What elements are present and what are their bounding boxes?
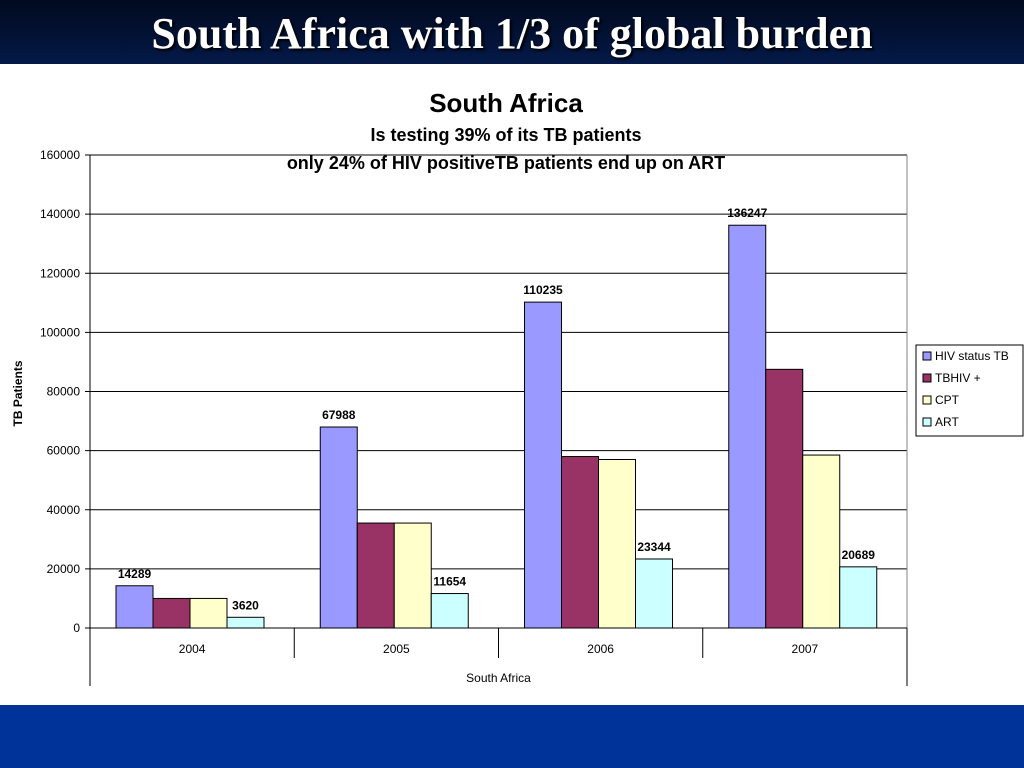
y-tick-label: 40000 — [47, 503, 81, 517]
y-tick-label: 160000 — [40, 148, 80, 162]
x-axis-title: South Africa — [466, 671, 531, 685]
bar — [319, 426, 358, 629]
chart-subtitle: only 24% of HIV positiveTB patients end … — [287, 153, 725, 173]
y-tick-label: 80000 — [47, 385, 81, 399]
data-label: 20689 — [842, 548, 876, 562]
y-tick-label: 20000 — [47, 562, 81, 576]
legend-box — [915, 344, 1024, 437]
legend-swatch — [922, 351, 932, 361]
data-label: 3620 — [232, 598, 259, 612]
y-tick-label: 100000 — [40, 325, 80, 339]
y-tick-label: 120000 — [40, 266, 80, 280]
slide-footer — [0, 705, 1024, 768]
chart-title: South Africa — [429, 88, 583, 118]
data-label: 136247 — [727, 206, 767, 220]
data-label: 14289 — [118, 567, 152, 581]
bar — [226, 616, 265, 629]
bar — [430, 593, 469, 629]
legend-label: TBHIV + — [935, 371, 981, 385]
legend-swatch — [922, 373, 932, 383]
bar — [561, 456, 599, 629]
bar — [189, 597, 228, 629]
legend-label: ART — [935, 415, 959, 429]
data-label: 110235 — [523, 283, 563, 297]
slide-header — [0, 0, 1024, 64]
x-tick-label: 2006 — [587, 642, 614, 656]
y-axis-title: TB Patients — [11, 360, 25, 426]
bar — [728, 224, 767, 629]
y-tick-label: 0 — [73, 621, 80, 635]
bar — [635, 558, 673, 629]
y-tick-label: 60000 — [47, 444, 81, 458]
bar — [393, 522, 432, 629]
legend-label: CPT — [935, 393, 960, 407]
slide-title: South Africa with 1/3 of global burden — [151, 9, 873, 58]
bar — [598, 458, 636, 629]
data-label: 67988 — [322, 408, 356, 422]
bar — [152, 597, 191, 629]
data-label: 23344 — [637, 540, 671, 554]
x-tick-label: 2004 — [179, 642, 206, 656]
legend-swatch — [922, 417, 932, 427]
y-tick-label: 140000 — [40, 207, 80, 221]
chart-subtitle: Is testing 39% of its TB patients — [370, 125, 641, 145]
legend-label: HIV status TB — [935, 349, 1009, 363]
data-label: 11654 — [433, 575, 466, 589]
bar — [802, 454, 841, 629]
bar — [524, 301, 562, 629]
bar — [839, 566, 878, 629]
bar — [356, 522, 395, 629]
x-tick-label: 2005 — [383, 642, 410, 656]
bar-chart: South Africa Is testing 39% of its TB pat… — [11, 88, 1024, 686]
legend-swatch — [922, 395, 932, 405]
x-tick-label: 2007 — [792, 642, 819, 656]
bar — [115, 585, 154, 629]
bar — [765, 368, 804, 629]
